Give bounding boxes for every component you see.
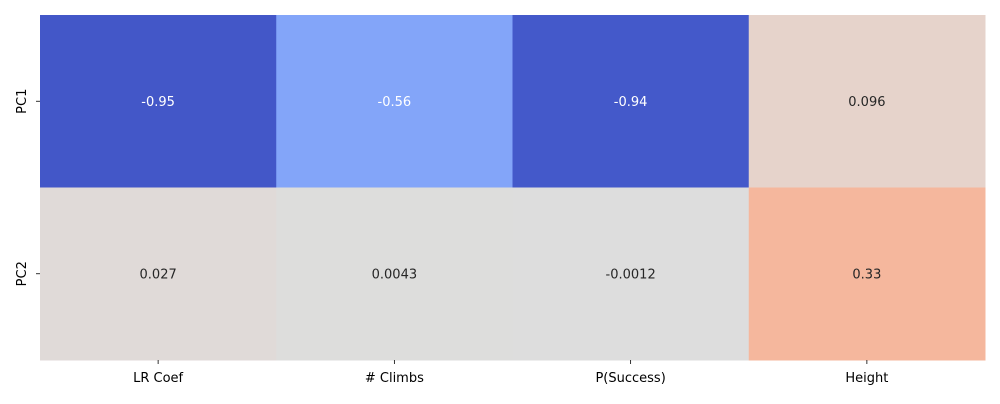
cell-value-label: -0.56	[378, 95, 412, 110]
heatmap-cell-pc2-3	[748, 187, 986, 361]
cell-value-label: 0.027	[140, 267, 177, 282]
heatmap-cell-pc1-2	[512, 15, 750, 188]
cell-value-label: 0.33	[852, 267, 881, 282]
x-tick-label: Height	[845, 371, 888, 386]
heatmap-cell-pc2-2	[512, 187, 750, 361]
x-tick-label: # Climbs	[365, 371, 424, 386]
heatmap-cell-pc1-0	[40, 15, 277, 188]
cell-value-label: -0.0012	[606, 267, 656, 282]
heatmap-cell-pc1-1	[276, 15, 513, 188]
cell-value-label: -0.94	[614, 95, 648, 110]
heatmap-cell-pc1-3	[748, 15, 986, 188]
x-tick-label: P(Success)	[595, 371, 665, 386]
cell-value-label: 0.0043	[372, 267, 418, 282]
y-tick-label: PC2	[15, 261, 30, 286]
x-tick-label: LR Coef	[133, 371, 183, 386]
cell-value-label: 0.096	[848, 95, 885, 110]
cell-value-label: -0.95	[141, 95, 175, 110]
heatmap-cell-pc2-0	[40, 187, 277, 361]
y-tick-label: PC1	[15, 89, 30, 114]
heatmap-cell-pc2-1	[276, 187, 513, 361]
